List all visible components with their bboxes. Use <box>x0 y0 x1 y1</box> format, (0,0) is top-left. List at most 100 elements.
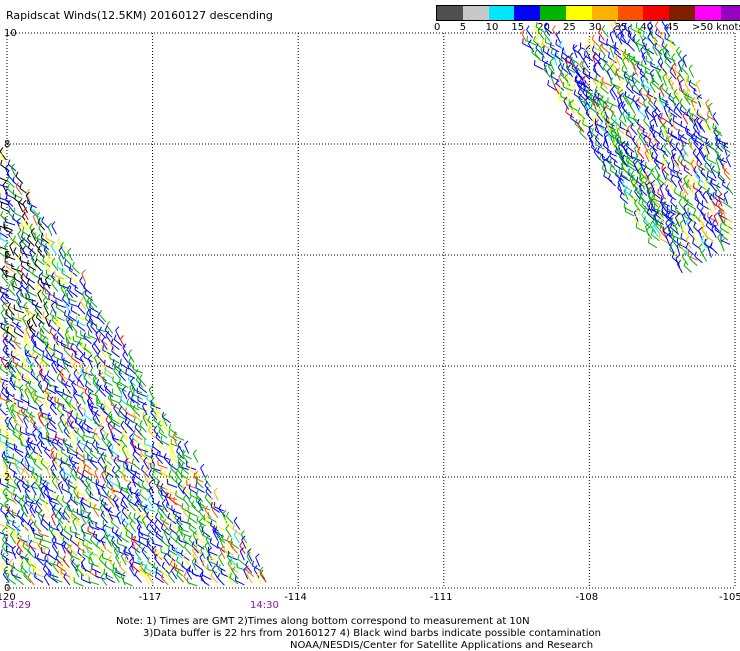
wind-barb-flag <box>17 510 19 514</box>
wind-barb-flag <box>210 538 211 543</box>
wind-barb <box>679 73 685 81</box>
wind-barb <box>721 242 724 251</box>
y-tick-label: 2 <box>4 472 10 483</box>
wind-barb-flag <box>632 85 633 90</box>
wind-barb-flag <box>122 469 125 473</box>
wind-barb-flag <box>55 434 56 439</box>
wind-barb-flag <box>84 352 85 357</box>
wind-barb-flag <box>534 36 536 41</box>
wind-barb-flag <box>2 266 5 270</box>
wind-barb-flag <box>112 527 113 532</box>
wind-barb-flag <box>16 290 19 294</box>
wind-barb <box>57 444 65 451</box>
wind-barb <box>197 538 205 544</box>
wind-barb <box>69 379 77 385</box>
wind-barb <box>82 568 91 573</box>
wind-barb-flag <box>120 532 121 537</box>
wind-barb-flag <box>700 207 703 211</box>
wind-barb-flag <box>703 191 706 195</box>
wind-barb-flag <box>713 112 716 116</box>
wind-barb-flag <box>684 203 688 207</box>
wind-barb <box>247 575 252 584</box>
wind-barb-flag <box>596 140 597 145</box>
wind-barb-flag <box>18 199 21 203</box>
wind-barb <box>1 429 9 435</box>
wind-barb-flag <box>39 362 42 366</box>
wind-barb-flag <box>696 80 700 83</box>
wind-barb-flag <box>77 428 79 433</box>
wind-barb <box>683 159 691 164</box>
wind-barb-flag <box>80 354 83 358</box>
wind-barb-flag <box>705 162 707 167</box>
wind-barb-flag <box>90 303 91 308</box>
wind-barb-flag <box>52 222 55 226</box>
wind-barb-flag <box>14 478 17 482</box>
wind-barb-flag <box>616 147 617 152</box>
wind-barb-flag <box>719 138 720 143</box>
wind-barb-flag <box>655 22 658 26</box>
wind-barb <box>660 128 663 137</box>
wind-barb <box>28 551 35 558</box>
wind-barb-flag <box>176 469 178 473</box>
wind-barb-flag <box>16 547 18 551</box>
wind-barb <box>616 57 620 66</box>
wind-barb <box>152 475 160 481</box>
wind-barb-flag <box>196 496 197 501</box>
wind-barb-flag <box>176 537 178 542</box>
wind-barb-flag <box>653 94 654 99</box>
wind-barb-flag <box>527 26 530 30</box>
wind-barb-flag <box>697 152 700 156</box>
wind-barb <box>34 215 43 219</box>
wind-barb <box>14 310 23 313</box>
wind-barb-flag <box>100 495 101 500</box>
wind-barb-flag <box>169 424 171 429</box>
wind-barb-flag <box>139 382 140 387</box>
wind-barb <box>65 265 73 270</box>
wind-barb <box>16 176 23 183</box>
wind-barb-flag <box>82 342 83 347</box>
wind-barb-flag <box>21 458 23 463</box>
wind-barb <box>41 524 48 531</box>
wind-barb <box>190 495 199 500</box>
wind-barb <box>14 332 23 337</box>
y-tick-label: 4 <box>4 361 10 372</box>
wind-barb <box>716 187 722 195</box>
wind-barb <box>102 474 106 483</box>
wind-barb-flag <box>167 502 168 507</box>
wind-barb-flag <box>724 212 725 217</box>
wind-barb-flag <box>99 310 101 314</box>
wind-barb <box>89 563 98 567</box>
wind-barb <box>689 176 696 183</box>
wind-barb-flag <box>193 450 196 454</box>
wind-barb <box>35 577 43 582</box>
wind-barb <box>16 377 22 385</box>
wind-barb-flag <box>72 262 74 267</box>
wind-barb-flag <box>6 485 7 490</box>
wind-barb <box>673 121 682 126</box>
wind-barb <box>671 179 677 187</box>
wind-barb-flag <box>81 559 84 563</box>
wind-barb-flag <box>37 332 39 337</box>
wind-barb-flag <box>238 554 239 559</box>
wind-barb-flag <box>130 558 134 561</box>
wind-barb-flag <box>659 49 663 53</box>
wind-barb-flag <box>112 446 113 451</box>
wind-barb-flag <box>104 400 105 405</box>
wind-barb-flag <box>129 512 131 516</box>
wind-barb-flag <box>724 191 728 194</box>
wind-barb <box>69 270 77 276</box>
wind-barb-flag <box>10 242 13 246</box>
wind-barb <box>664 48 670 56</box>
wind-barb-flag <box>79 338 81 342</box>
wind-barb-flag <box>649 140 650 145</box>
wind-barb-flag <box>23 227 24 232</box>
wind-barb-flag <box>708 212 709 217</box>
wind-barb-flag <box>219 553 222 557</box>
wind-barb-flag <box>582 113 585 117</box>
wind-barb <box>156 456 163 463</box>
wind-barb-flag <box>683 154 684 159</box>
wind-barb-flag <box>41 239 42 244</box>
wind-barb-flag <box>176 490 177 495</box>
wind-barb-flag <box>128 495 129 500</box>
wind-barb-flag <box>633 114 635 118</box>
